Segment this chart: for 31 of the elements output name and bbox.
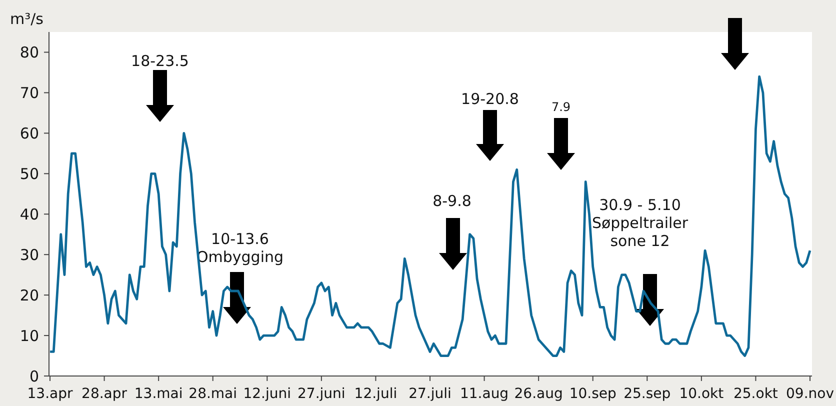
- y-tick-label: 10: [20, 326, 39, 345]
- y-tick-label: 50: [20, 164, 39, 183]
- x-tick-label: 27.juli: [408, 386, 452, 402]
- x-tick-label: 27.juni: [298, 386, 346, 402]
- y-tick-label: 0: [29, 367, 39, 386]
- x-tick-label: 10.okt: [679, 386, 724, 402]
- x-tick-label: 09.nov: [786, 386, 834, 402]
- y-axis-title: m³/s: [10, 10, 44, 28]
- y-tick-label: 60: [20, 124, 39, 142]
- x-tick-label: 12.juni: [243, 386, 292, 402]
- x-tick-label: 26.aug: [514, 386, 563, 402]
- x-tick-label: 11.aug: [460, 386, 509, 402]
- annotation: 7.9: [551, 100, 571, 114]
- y-tick-label: 40: [20, 205, 39, 224]
- y-tick-label: 30: [20, 246, 39, 264]
- x-tick-label: 10.sep: [569, 386, 616, 402]
- y-tick-label: 80: [20, 43, 39, 62]
- x-tick-label: 13.mai: [134, 386, 183, 402]
- line-series: [48, 75, 812, 357]
- x-tick-label: 28.apr: [82, 386, 128, 402]
- x-tick-label: 28.mai: [188, 386, 238, 402]
- annotation: 18-23.5: [131, 52, 189, 70]
- x-tick-label: 12.juli: [354, 386, 398, 402]
- x-tick-label: 25.sep: [624, 386, 671, 402]
- annotation: 30.9 - 5.10 Søppeltrailer sone 12: [592, 196, 689, 250]
- y-tick-label: 20: [20, 286, 39, 304]
- annotation: 8-9.8: [432, 192, 472, 210]
- x-tick-label: 25.okt: [733, 386, 778, 402]
- y-tick-label: 70: [20, 84, 39, 102]
- x-tick-label: 13.apr: [27, 386, 73, 402]
- annotation: 19-20.8: [461, 90, 519, 108]
